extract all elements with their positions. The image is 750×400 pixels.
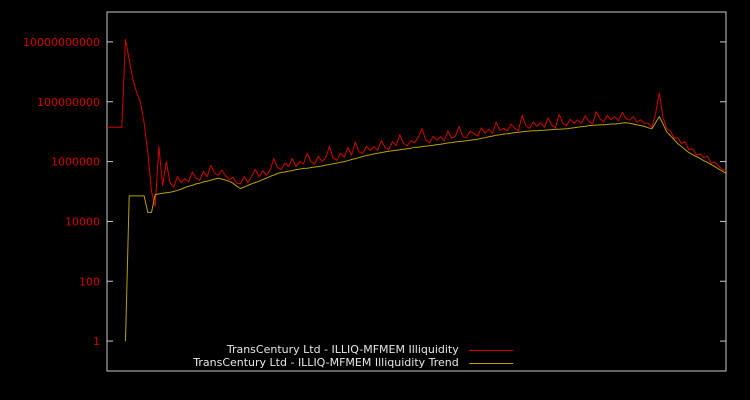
- y-tick-label: 10000: [65, 215, 100, 228]
- legend-line-sample-illiquidity: [468, 349, 513, 351]
- y-tick-label: 10000000000: [23, 36, 100, 49]
- legend-label-illiquidity: TransCentury Ltd - ILLIQ-MFMEM Illiquidi…: [226, 343, 459, 356]
- y-tick-label: 1000000: [51, 156, 100, 169]
- y-tick-label: 100: [79, 275, 100, 288]
- legend-line-sample-illiquidity-trend: [468, 362, 513, 364]
- series-line-0: [107, 39, 727, 207]
- y-tick-label: 100000000: [37, 96, 100, 109]
- series-line-1: [125, 116, 727, 342]
- y-tick-label: 1: [93, 335, 100, 348]
- legend-item-illiquidity: TransCentury Ltd - ILLIQ-MFMEM Illiquidi…: [193, 344, 513, 356]
- legend-item-illiquidity-trend: TransCentury Ltd - ILLIQ-MFMEM Illiquidi…: [193, 357, 513, 369]
- legend-label-illiquidity-trend: TransCentury Ltd - ILLIQ-MFMEM Illiquidi…: [193, 356, 459, 369]
- plot-border: [106, 11, 727, 372]
- chart-legend: TransCentury Ltd - ILLIQ-MFMEM Illiquidi…: [193, 344, 513, 369]
